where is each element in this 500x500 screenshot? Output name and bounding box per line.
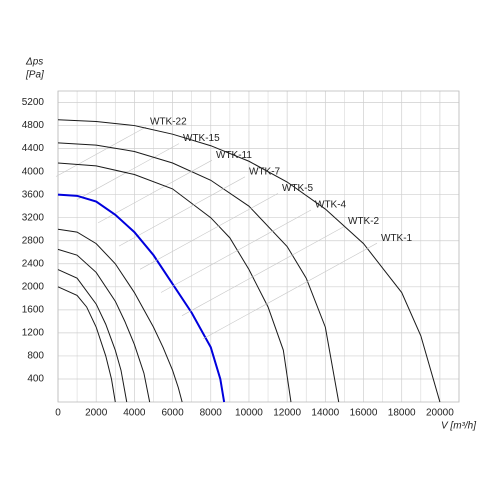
series-label: WTK-15 — [183, 133, 220, 144]
series-label: WTK-7 — [249, 166, 281, 177]
leader-line — [55, 126, 147, 177]
series-label: WTK-2 — [348, 216, 380, 227]
curve — [57, 248, 151, 403]
curve — [57, 119, 441, 403]
y-tick-label: 3600 — [22, 189, 45, 200]
series-label: WTK-5 — [282, 183, 314, 194]
x-tick-label: 8000 — [200, 408, 223, 419]
x-tick-label: 2000 — [85, 408, 108, 419]
series-label: WTK-11 — [216, 150, 252, 161]
leader-line — [118, 176, 246, 247]
x-tick-label: 0 — [55, 408, 61, 419]
leader-line — [139, 193, 279, 270]
y-tick-label: 4000 — [22, 166, 45, 177]
x-axis-label: V [m³/h] — [441, 421, 476, 432]
leader-line — [97, 159, 213, 224]
leader-line — [202, 242, 378, 340]
leader-line — [76, 143, 180, 200]
y-tick-label: 800 — [27, 351, 44, 362]
y-axis-label: Δps — [25, 57, 43, 68]
x-tick-label: 14000 — [311, 408, 339, 419]
y-tick-label: 400 — [27, 374, 44, 385]
y-tick-label: 1600 — [22, 304, 45, 315]
series-label: WTK-4 — [315, 200, 347, 211]
x-tick-label: 4000 — [123, 408, 146, 419]
y-tick-label: 2400 — [22, 258, 45, 269]
curve — [57, 269, 128, 403]
curve — [57, 142, 340, 403]
y-tick-label: 1200 — [22, 328, 45, 339]
y-tick-label: 2000 — [22, 281, 45, 292]
series-label: WTK-22 — [150, 117, 187, 128]
y-tick-label: 3200 — [22, 212, 45, 223]
leader-line — [160, 209, 312, 293]
curve — [57, 286, 116, 403]
x-tick-label: 20000 — [426, 408, 454, 419]
curve — [57, 228, 183, 403]
series-label: WTK-1 — [381, 233, 413, 244]
y-tick-label: 4800 — [22, 120, 45, 131]
x-tick-label: 10000 — [235, 408, 263, 419]
curve — [57, 162, 292, 403]
x-tick-label: 12000 — [273, 408, 301, 419]
y-tick-label: 5200 — [22, 97, 45, 108]
x-tick-label: 6000 — [161, 408, 184, 419]
y-tick-label: 2800 — [22, 235, 45, 246]
curve — [57, 193, 226, 403]
x-tick-label: 18000 — [388, 408, 416, 419]
x-tick-label: 16000 — [350, 408, 378, 419]
y-axis-unit: [Pa] — [25, 70, 44, 81]
y-tick-label: 4400 — [22, 143, 45, 154]
plot-frame — [57, 90, 460, 403]
leader-line — [181, 226, 345, 316]
